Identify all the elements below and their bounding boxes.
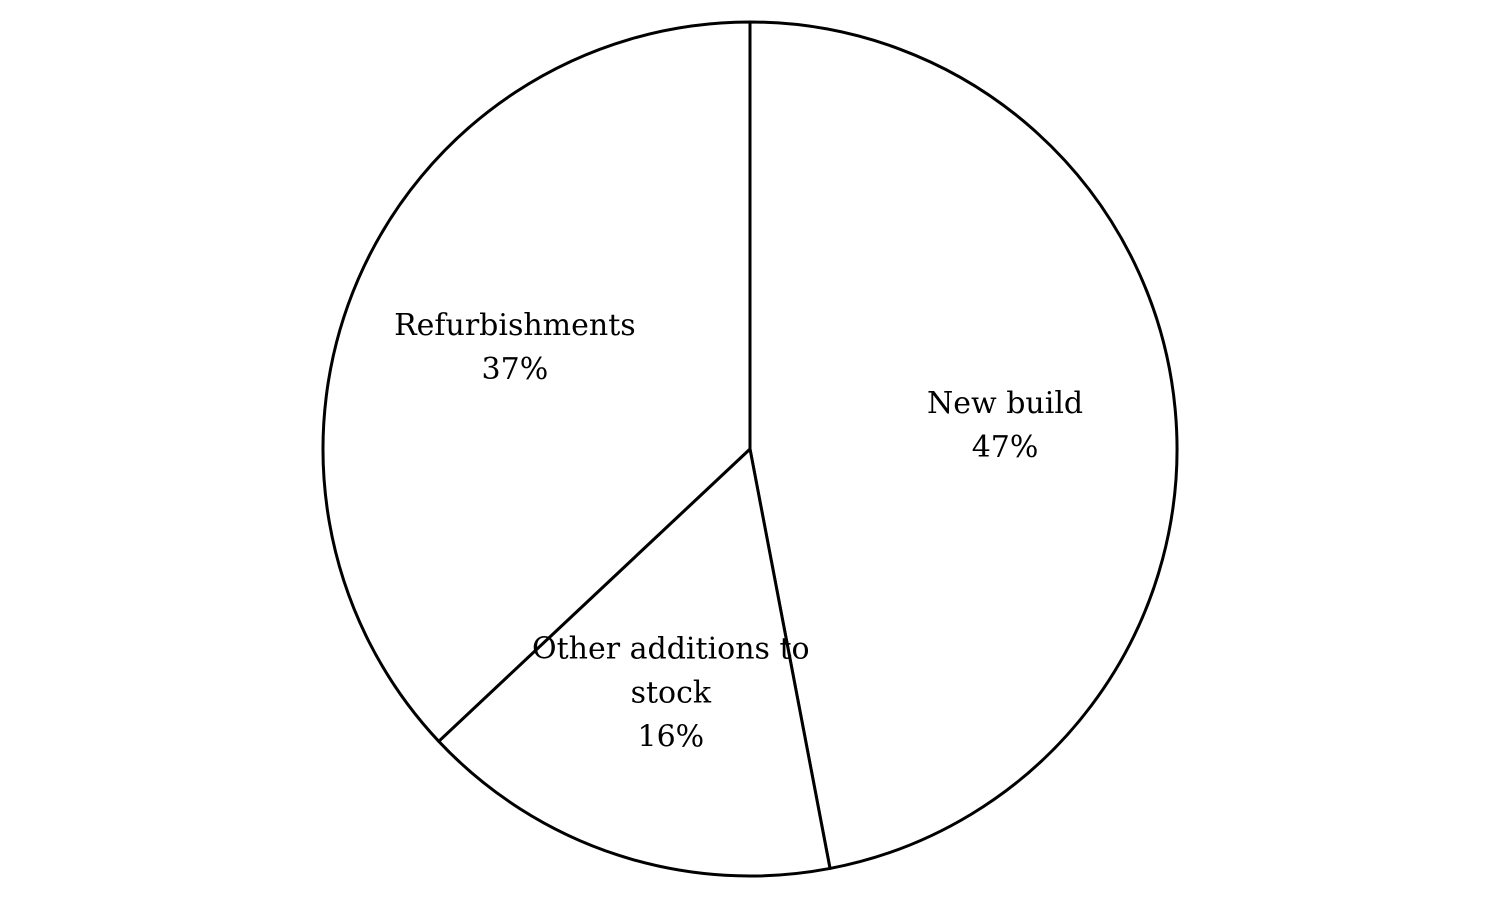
pie-slice: [437, 447, 832, 878]
slice-label-line: stock: [631, 676, 712, 711]
pie-slice: [321, 20, 752, 743]
slice-label-line: New build: [927, 386, 1083, 421]
slice-value-label: 16%: [637, 720, 704, 755]
slice-label: New build 47%: [927, 386, 1083, 465]
slice-value-label: 47%: [972, 430, 1039, 465]
pie-labels: New build 47% Other additions to stock 16% Re…: [394, 308, 1083, 754]
slice-label-line: Other additions to: [532, 632, 810, 667]
slice-label: Other additions to stock 16%: [532, 632, 810, 755]
slice-label: Refurbishments 37%: [394, 308, 636, 387]
slice-label-line: Refurbishments: [394, 308, 636, 343]
slice-value-label: 37%: [482, 352, 549, 387]
pie-slices: [321, 20, 1179, 878]
pie-slice: [748, 20, 1179, 870]
